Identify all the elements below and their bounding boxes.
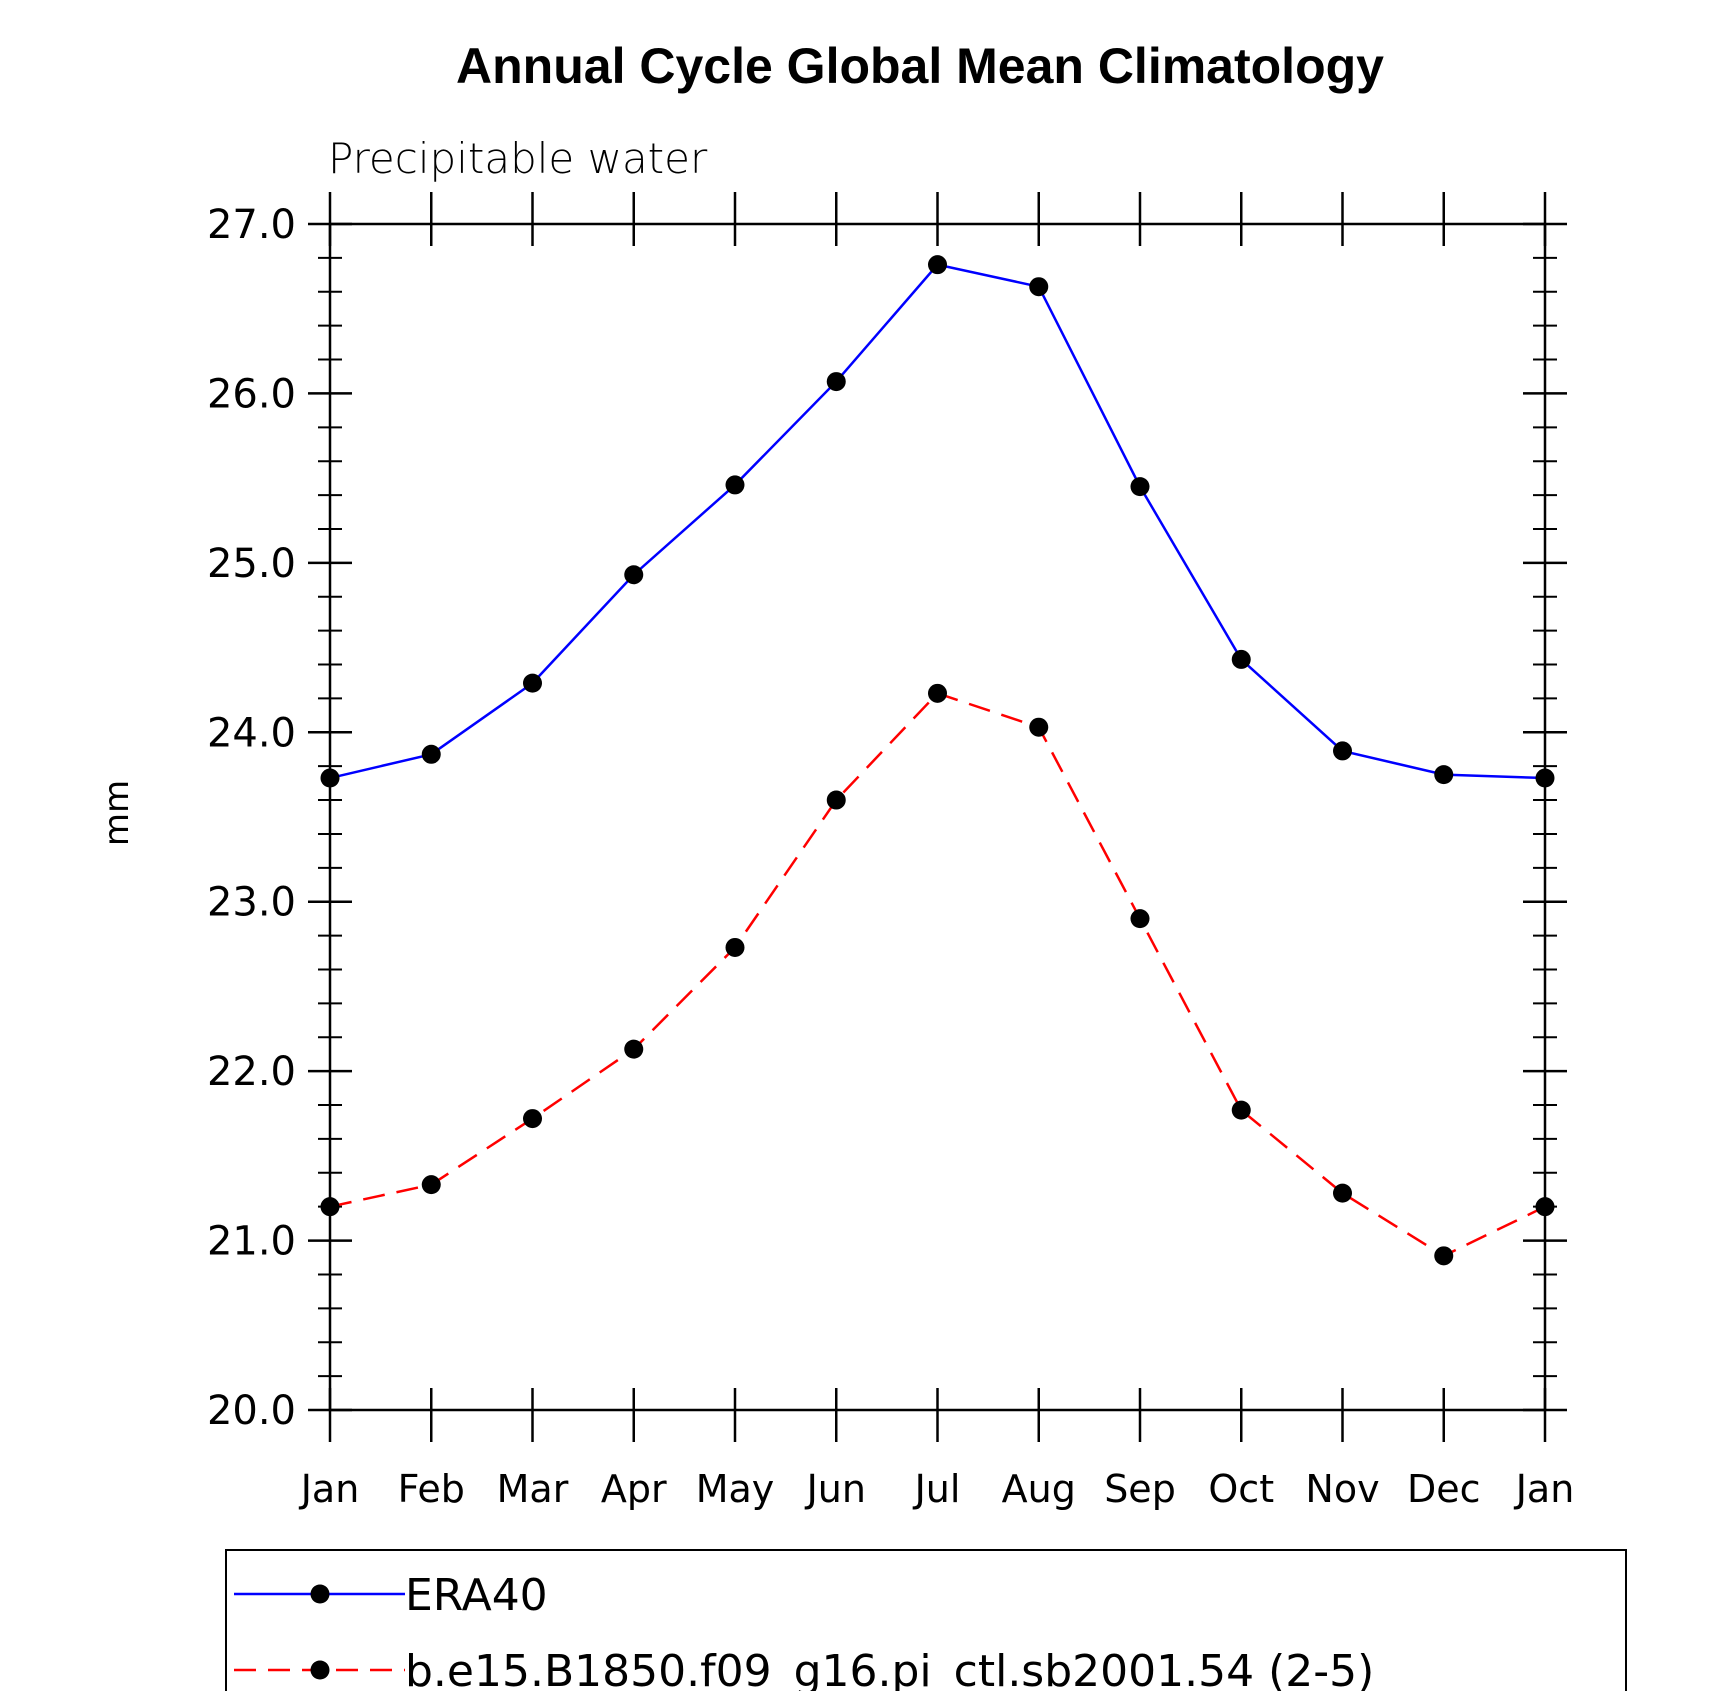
data-point <box>1535 1197 1555 1217</box>
y-tick-label: 22.0 <box>207 1049 296 1095</box>
legend: ERA40 b.e15.B1850.f09_g16.pi_ctl.sb2001.5… <box>225 1549 1627 1696</box>
data-point <box>320 768 340 788</box>
data-point <box>725 937 745 957</box>
x-tick-label: Jan <box>299 1467 360 1511</box>
x-tick-label: Jun <box>805 1467 866 1511</box>
x-tick-label: Jul <box>913 1467 961 1511</box>
data-point <box>725 475 745 495</box>
x-tick-label: Oct <box>1208 1467 1274 1511</box>
data-point <box>826 372 846 392</box>
y-tick-label: 24.0 <box>207 710 296 756</box>
data-point <box>1231 649 1251 669</box>
data-point <box>320 1197 340 1217</box>
data-point <box>928 683 947 703</box>
y-tick-label: 26.0 <box>207 371 296 417</box>
data-point <box>1535 768 1555 788</box>
data-point <box>624 1039 644 1059</box>
x-tick-label: Jan <box>1514 1467 1575 1511</box>
legend-label: ERA40 <box>405 1570 548 1621</box>
data-point <box>1029 717 1049 737</box>
plot-frame <box>328 222 1547 1412</box>
x-tick-label: Sep <box>1104 1467 1176 1511</box>
legend-label: b.e15.B1850.f09_g16.pi_ctl.sb2001.54 (2-… <box>405 1646 1374 1691</box>
x-tick-label: Aug <box>1002 1467 1076 1511</box>
chart-title: Annual Cycle Global Mean Climatology <box>456 38 1384 94</box>
chart-subtitle: Precipitable water <box>328 134 708 183</box>
data-point <box>1130 477 1150 497</box>
data-point <box>1231 1100 1251 1120</box>
y-axis-label: mm <box>97 780 137 846</box>
legend-marker <box>310 1660 330 1680</box>
data-point <box>1434 765 1454 785</box>
data-point <box>1130 909 1150 929</box>
axes-layer: 20.0 21.0 22.0 23.0 24.0 25.0 26.0 27.0 Jan Feb Ma… <box>207 192 1574 1511</box>
x-tick-label: Apr <box>601 1467 667 1511</box>
x-tick-label: Mar <box>497 1467 569 1511</box>
data-point <box>523 673 542 693</box>
x-tick-label: Feb <box>398 1467 465 1511</box>
legend-box <box>225 1549 1627 1696</box>
series-layer <box>320 255 1555 1266</box>
y-tick-label: 20.0 <box>207 1388 296 1434</box>
data-point <box>1434 1246 1454 1266</box>
data-point <box>421 744 441 764</box>
x-tick-label: Dec <box>1407 1467 1481 1511</box>
y-tick-label: 25.0 <box>207 541 296 587</box>
y-tick-label: 21.0 <box>207 1219 296 1265</box>
data-point <box>1333 1183 1352 1203</box>
x-tick-label: Nov <box>1305 1467 1379 1511</box>
data-point <box>523 1109 542 1129</box>
data-point <box>421 1175 441 1195</box>
data-point <box>624 565 644 585</box>
series-line <box>329 691 1546 1258</box>
y-tick-label: 27.0 <box>207 202 296 248</box>
data-point <box>1029 277 1049 297</box>
legend-marker <box>310 1584 330 1604</box>
data-point <box>928 255 947 275</box>
data-point <box>1333 741 1352 761</box>
x-tick-label: May <box>696 1467 775 1511</box>
data-point <box>826 790 846 810</box>
y-tick-label: 23.0 <box>207 880 296 926</box>
